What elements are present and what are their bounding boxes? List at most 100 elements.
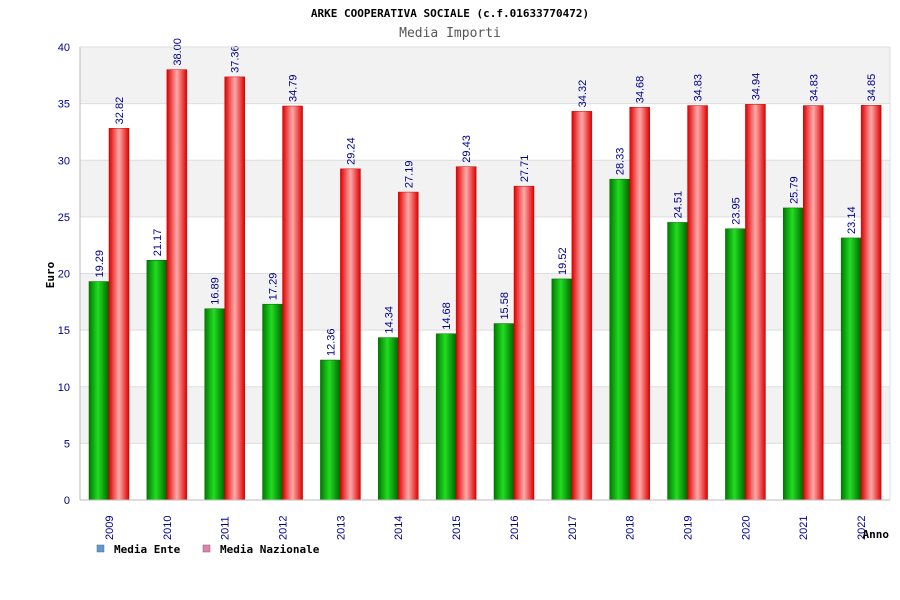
bar-media-ente-2018: [609, 178, 630, 501]
data-label-media-ente-2018: 28.33: [615, 148, 627, 176]
x-axis-ticks: 2009 2010 2011 2012 2013 2014 2015 2016 2017 2018…: [104, 516, 868, 540]
data-label-media-nazionale-2010: 38.00: [172, 38, 184, 66]
data-label-media-nazionale-2021: 34.83: [808, 74, 820, 102]
x-tick-label: 2015: [451, 516, 463, 540]
data-label-media-nazionale-2014: 27.19: [403, 161, 415, 189]
data-label-media-nazionale-2017: 34.32: [577, 80, 589, 108]
plot-band: [80, 443, 890, 500]
y-tick-label: 20: [58, 269, 70, 281]
bar-media-nazionale-2011: [224, 76, 245, 501]
data-label-media-ente-2009: 19.29: [94, 250, 106, 278]
x-tick-label: 2014: [393, 516, 405, 540]
bar-media-nazionale-2009: [108, 128, 130, 501]
bar-media-nazionale-2010: [166, 69, 188, 501]
y-tick-label: 5: [64, 438, 70, 450]
y-tick-label: 35: [58, 99, 70, 111]
data-label-media-nazionale-2020: 34.94: [750, 73, 762, 101]
data-label-media-nazionale-2013: 29.24: [345, 137, 357, 165]
bar-media-ente-2012: [262, 303, 283, 501]
y-tick-label: 10: [58, 382, 70, 394]
plot-band: [80, 273, 890, 331]
bar-media-ente-2011: [204, 308, 225, 501]
data-label-media-ente-2019: 24.51: [673, 191, 685, 219]
data-label-media-ente-2013: 12.36: [325, 328, 337, 356]
y-tick-label: 30: [58, 155, 70, 167]
x-tick-label: 2021: [798, 516, 810, 540]
bar-media-ente-2017: [551, 278, 573, 501]
x-tick-label: 2017: [567, 516, 579, 540]
bars: [88, 69, 882, 501]
y-axis-title: Euro: [44, 261, 57, 288]
x-tick-label: 2010: [162, 516, 174, 540]
data-label-media-ente-2014: 14.34: [383, 306, 395, 334]
x-tick-label: 2020: [740, 516, 752, 540]
plot-band: [80, 103, 890, 161]
bar-media-ente-2009: [88, 281, 110, 501]
bar-media-ente-2020: [725, 228, 746, 501]
plot-band: [80, 330, 890, 387]
bar-media-ente-2016: [493, 323, 515, 501]
data-label-media-ente-2017: 19.52: [557, 247, 569, 275]
chart-subtitle: Media Importi: [399, 26, 501, 41]
x-tick-label: 2011: [220, 516, 232, 540]
data-label-media-ente-2020: 23.95: [730, 197, 742, 225]
x-axis-title: Anno: [863, 528, 890, 541]
plot-band: [80, 216, 890, 274]
bar-media-nazionale-2019: [687, 105, 708, 501]
bar-media-nazionale-2012: [282, 105, 303, 501]
data-label-media-ente-2012: 17.29: [268, 273, 280, 301]
y-tick-label: 25: [58, 212, 70, 224]
bar-media-nazionale-2016: [513, 185, 535, 501]
plot-band: [80, 386, 890, 444]
data-label-media-nazionale-2011: 37.36: [230, 45, 242, 73]
legend-label-media-nazionale: Media Nazionale: [220, 543, 320, 556]
bar-media-ente-2013: [320, 359, 341, 501]
data-label-media-nazionale-2009: 32.82: [114, 97, 126, 125]
bar-media-nazionale-2022: [860, 105, 882, 501]
x-tick-label: 2009: [104, 516, 116, 540]
bar-media-nazionale-2014: [398, 191, 419, 501]
x-tick-label: 2018: [625, 516, 637, 540]
bar-media-ente-2021: [783, 207, 804, 501]
plot-band: [80, 160, 890, 217]
x-tick-label: 2022: [856, 516, 868, 540]
plot-band: [80, 47, 890, 104]
data-label-media-ente-2011: 16.89: [210, 277, 222, 305]
bar-media-ente-2010: [146, 259, 168, 501]
legend-label-media-ente: Media Ente: [114, 543, 181, 556]
bar-media-ente-2022: [840, 237, 862, 501]
y-tick-label: 15: [58, 325, 70, 337]
y-axis-ticks: 0 5 10 15 20 25 30 35 40: [58, 42, 70, 507]
bar-media-ente-2014: [378, 337, 399, 501]
bar-media-nazionale-2015: [455, 166, 477, 501]
data-label-media-ente-2022: 23.14: [846, 206, 858, 234]
data-label-media-ente-2016: 15.58: [499, 292, 511, 320]
y-tick-label: 0: [64, 495, 70, 507]
x-tick-label: 2012: [278, 516, 290, 540]
data-label-media-nazionale-2015: 29.43: [461, 135, 473, 163]
data-labels: 19.29 21.17 16.89 17.29 12.36 14.34 14.68 15.58…: [94, 38, 878, 356]
data-label-media-nazionale-2019: 34.83: [693, 74, 705, 102]
bar-media-nazionale-2013: [340, 168, 361, 501]
data-label-media-nazionale-2016: 27.71: [519, 155, 531, 183]
data-label-media-nazionale-2012: 34.79: [288, 74, 300, 102]
x-tick-label: 2016: [509, 516, 521, 540]
chart-title: ARKE COOPERATIVA SOCIALE (c.f.0163377047…: [311, 7, 589, 20]
x-tick-label: 2019: [683, 516, 695, 540]
legend-swatch-media-ente: [96, 544, 105, 553]
data-label-media-ente-2010: 21.17: [152, 229, 164, 257]
bar-media-ente-2015: [435, 333, 457, 501]
axes: [79, 46, 891, 501]
data-label-media-nazionale-2022: 34.85: [866, 74, 878, 102]
bar-media-nazionale-2017: [571, 111, 593, 501]
y-tick-label: 40: [58, 42, 70, 54]
x-tick-label: 2013: [335, 516, 347, 540]
data-label-media-ente-2015: 14.68: [441, 302, 453, 330]
bar-media-nazionale-2021: [803, 105, 824, 501]
legend-swatch-media-nazionale: [202, 544, 211, 553]
data-label-media-nazionale-2018: 34.68: [635, 76, 647, 104]
bar-media-ente-2019: [667, 222, 688, 501]
data-label-media-ente-2021: 25.79: [788, 176, 800, 204]
bar-media-nazionale-2020: [745, 104, 766, 501]
